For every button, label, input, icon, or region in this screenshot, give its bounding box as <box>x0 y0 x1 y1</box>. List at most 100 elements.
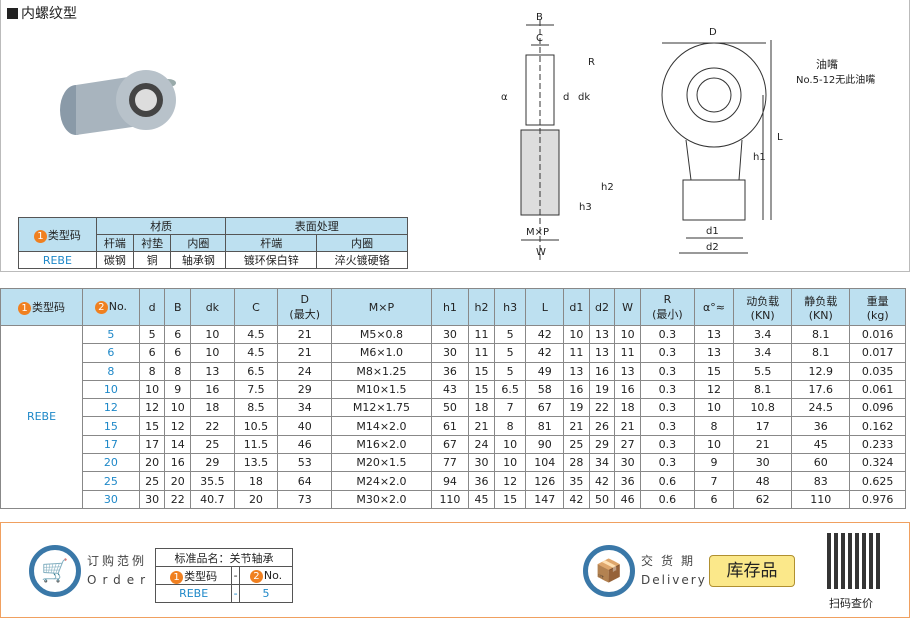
cell: 10 <box>138 379 166 400</box>
cell: 21 <box>277 324 333 345</box>
cell: 10.8 <box>733 398 793 418</box>
cell: 17 <box>138 434 166 455</box>
label-b: B <box>536 12 543 23</box>
cell: 5 <box>493 343 527 363</box>
cell: 110 <box>791 489 851 509</box>
cell: 10 <box>164 398 192 418</box>
surface-header: 表面处理 <box>225 217 408 235</box>
cell: 29 <box>588 434 616 455</box>
cell: 5.5 <box>733 361 793 381</box>
cell: 3.4 <box>733 324 793 345</box>
cell: M20×1.5 <box>331 453 432 473</box>
cell: 20 <box>138 453 166 473</box>
column-header: dk <box>190 288 235 326</box>
cell: 0.162 <box>849 416 906 436</box>
cell: REBE <box>18 251 97 269</box>
column-header: h2 <box>468 288 495 326</box>
cell: 10 <box>190 343 235 363</box>
cell: 13.5 <box>233 453 279 473</box>
cell: 40 <box>277 416 333 436</box>
cell: 15 <box>468 379 495 400</box>
cell: 6.5 <box>493 379 527 400</box>
cell: 0.3 <box>639 361 695 381</box>
no-value: 5 <box>239 584 293 603</box>
no-cell: 17 <box>82 434 140 455</box>
cell: 34 <box>277 398 333 418</box>
column-header: B <box>164 288 192 326</box>
cell: 11.5 <box>233 434 279 455</box>
box-icon: 📦 <box>583 545 635 597</box>
cell: 77 <box>430 453 470 473</box>
cell: 碳钢 <box>95 251 135 269</box>
cell: 27 <box>614 434 641 455</box>
cell: 83 <box>791 471 851 491</box>
cell: 淬火镀硬铬 <box>316 251 408 269</box>
table-row: 20 20 16 29 13.5 53 M20×1.5 77 30 10 104 28 34 30 0.3 9… <box>1 453 906 473</box>
sub-header: 内圈 <box>316 234 408 252</box>
cell: 42 <box>563 489 590 509</box>
cell: 5 <box>138 324 166 345</box>
cell: 6.5 <box>233 361 279 381</box>
cell: 35 <box>563 471 590 491</box>
qr-code[interactable] <box>827 533 883 589</box>
order-example-table: 标准品名：关节轴承 1 类型码 -2 No. REBE -5 <box>154 548 293 603</box>
cell: 17.6 <box>791 379 851 400</box>
no-cell: 30 <box>82 489 140 509</box>
cell: M8×1.25 <box>331 361 432 381</box>
cell: 21 <box>733 434 793 455</box>
section-title: 内螺纹型 <box>7 3 77 23</box>
cell: 11 <box>614 343 641 363</box>
cell: 50 <box>588 489 616 509</box>
cell: 5 <box>493 324 527 345</box>
cell: 8 <box>138 361 166 381</box>
cell: 16 <box>190 379 235 400</box>
cell: 43 <box>430 379 470 400</box>
table-row: 10 10 9 16 7.5 29 M10×1.5 43 15 6.5 58 16 19 16 0.3 12 8… <box>1 379 906 400</box>
sub-header: 衬垫 <box>133 234 172 252</box>
column-header: h3 <box>493 288 527 326</box>
cell: 16 <box>588 361 616 381</box>
title-text: 内螺纹型 <box>21 6 77 22</box>
cell: 64 <box>277 471 333 491</box>
type-header: 1 类型码 <box>18 217 97 252</box>
cell: 0.3 <box>639 416 695 436</box>
cell: 60 <box>791 453 851 473</box>
label-dk: dk <box>578 92 590 103</box>
cell: 16 <box>563 379 590 400</box>
column-header: 动负载 (KN) <box>733 288 793 326</box>
cell: 25 <box>563 434 590 455</box>
column-header: 1 类型码 <box>0 288 84 326</box>
cell: 30 <box>733 453 793 473</box>
cell: 12 <box>493 471 527 491</box>
column-header: L <box>525 288 565 326</box>
cell: 11 <box>563 343 590 363</box>
cell: 18 <box>190 398 235 418</box>
cell: 46 <box>277 434 333 455</box>
cell: 45 <box>791 434 851 455</box>
cell: 12 <box>138 398 166 418</box>
cell: 25 <box>138 471 166 491</box>
delivery-title: 交货期 Delivery <box>641 554 707 587</box>
cell: 0.3 <box>639 434 695 455</box>
table-row: 17 17 14 25 11.5 46 M16×2.0 67 24 10 90 25 29 27 0.3 10… <box>1 434 906 455</box>
cell: 30 <box>614 453 641 473</box>
qr-caption: 扫码查价 <box>829 597 873 610</box>
cell: 0.096 <box>849 398 906 418</box>
cell: 35.5 <box>190 471 235 491</box>
cell: 10 <box>693 398 735 418</box>
cell: 20 <box>164 471 192 491</box>
cell: 62 <box>733 489 793 509</box>
label-d2: d2 <box>706 242 719 253</box>
label-oil-note: No.5-12无此油嘴 <box>796 73 875 86</box>
type-label: 1 类型码 <box>154 566 233 585</box>
cell: 17 <box>733 416 793 436</box>
cell: 22 <box>588 398 616 418</box>
cell: 67 <box>430 434 470 455</box>
cell: 29 <box>277 379 333 400</box>
column-header: M×P <box>331 288 432 326</box>
cell: 21 <box>563 416 590 436</box>
no-cell: 12 <box>82 398 140 418</box>
cell: 镀环保白锌 <box>225 251 318 269</box>
std-name: 标准品名：关节轴承 <box>155 548 293 567</box>
